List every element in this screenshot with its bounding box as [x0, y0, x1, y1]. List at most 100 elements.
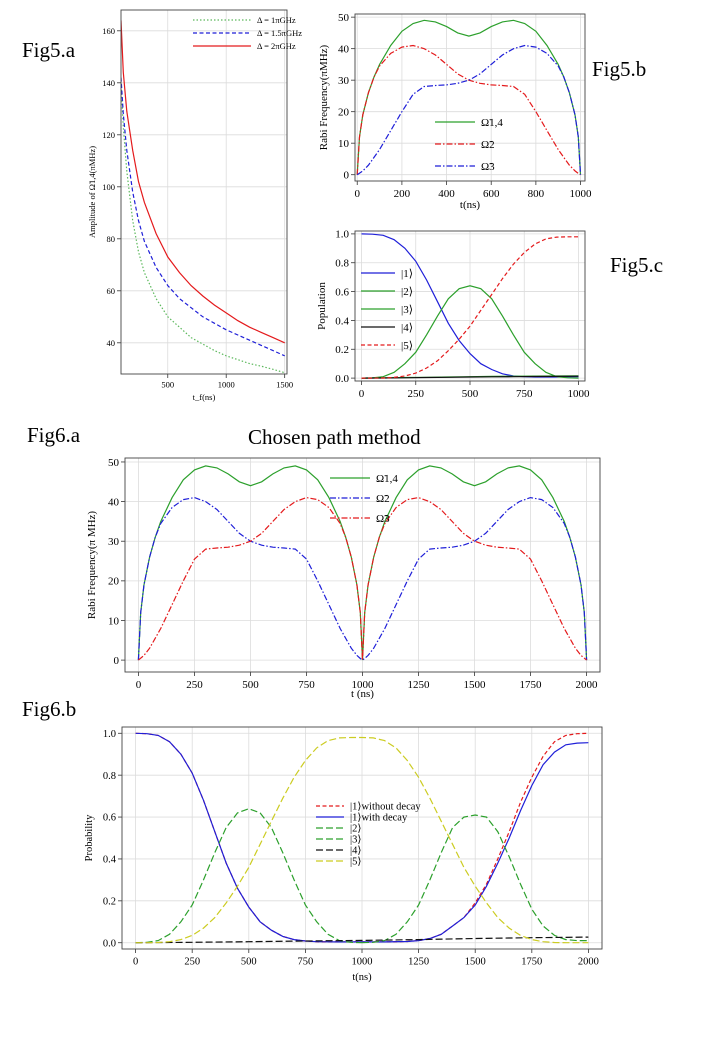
fig6b-x-axis-label: t(ns) [352, 972, 372, 983]
fig5a-x-axis-label: t_f(ns) [193, 392, 216, 402]
fig6b-y-tick-label: 0.0 [103, 938, 116, 949]
fig6b-legend-label-4: |4⟩ [350, 846, 361, 857]
fig5c-plot-frame [354, 230, 586, 382]
fig6a-legend-label-0: Ω̃1,4 [376, 473, 398, 485]
fig6b-y-axis-label: Probability [84, 814, 95, 861]
fig5a-label: Fig5.a [22, 38, 76, 62]
fig6b-series-line-2 [135, 808, 363, 944]
fig5b-y-axis-label: Rabi Frequency(πMHz) [318, 44, 330, 150]
fig6b-series-line-3 [361, 814, 589, 944]
fig6a-y-tick-label: 10 [108, 615, 120, 627]
fig6b-x-tick-label: 500 [241, 957, 257, 968]
fig5b-y-tick-label: 0 [344, 170, 350, 182]
fig5c-legend-label-4: |5⟩ [401, 340, 413, 352]
fig6a-y-axis-label: Rabi Frequency(π MHz) [86, 511, 98, 620]
fig5a-y-tick-label: 60 [107, 286, 116, 296]
fig5b-legend-label-1: Ω̃2 [481, 139, 495, 151]
fig5b-y-tick-label: 30 [338, 75, 350, 87]
fig6a-x-tick-label: 1000 [352, 679, 375, 691]
fig6b-y-tick-label: 0.8 [103, 771, 116, 782]
fig6a-x-tick-label: 1500 [464, 679, 487, 691]
fig5a-x-tick-label: 500 [161, 380, 174, 390]
fig6a-x-tick-label: 1250 [408, 679, 431, 691]
fig6b-y-tick-label: 0.2 [103, 897, 116, 908]
fig6b-legend-label-2: |2⟩ [350, 824, 361, 835]
fig6b-series-line-4 [135, 936, 589, 944]
fig5c-y-tick-label: 0.2 [335, 344, 349, 356]
fig6a-y-tick-label: 0 [114, 655, 120, 667]
fig6b-legend-label-3: |3⟩ [350, 835, 361, 846]
fig6b-x-tick-label: 1750 [521, 957, 542, 968]
fig6b-x-tick-label: 1000 [352, 957, 373, 968]
fig5b-series-line-1 [356, 44, 581, 176]
fig5a-y-tick-label: 120 [102, 130, 115, 140]
fig6a-series-line-0 [137, 465, 588, 661]
fig5b-plot-area [355, 14, 585, 181]
fig5c-label: Fig5.c [610, 253, 664, 277]
fig5a-y-axis-label: Amplitude of Ω̃1,4(πMHz) [87, 146, 97, 238]
fig5a-plot-area [121, 10, 287, 374]
fig5c-x-tick-label: 0 [359, 388, 365, 400]
fig6a-legend-label-2: Ω̃3 [376, 513, 390, 525]
fig6b-y-tick-label: 1.0 [103, 729, 116, 740]
fig5b-x-tick-label: 600 [483, 188, 500, 200]
fig6b-legend-label-5: |5⟩ [350, 857, 361, 868]
fig5b-legend-label-2: Ω̃3 [481, 161, 495, 173]
fig6b-series-line-1 [135, 732, 589, 943]
fig6a-x-tick-label: 1750 [520, 679, 543, 691]
fig5c-x-tick-label: 750 [516, 388, 533, 400]
fig5a-series-line-0 [121, 82, 285, 374]
fig6b-chart: 0 250 500 750 1000 1250 1500 1750 2000 0.0 0.2 0.4 0… [84, 726, 603, 983]
fig5c-y-tick-label: 0.0 [335, 373, 349, 385]
fig6b-label: Fig6.b [22, 697, 77, 721]
fig6a-series-line-2 [138, 496, 587, 661]
fig5b-plot-frame [354, 13, 586, 182]
fig6a-y-tick-label: 30 [108, 536, 120, 548]
fig5a-series-line-2 [121, 20, 285, 344]
fig6a-y-tick-label: 20 [108, 576, 120, 588]
fig6b-y-tick-label: 0.6 [103, 813, 116, 824]
fig6b-series-line-5 [135, 736, 589, 944]
fig5c-legend-label-1: |2⟩ [401, 286, 413, 298]
fig5b-y-tick-label: 20 [338, 107, 350, 119]
fig5c-chart: 0 250 500 750 1000 0.0 0.2 0.4 0.6 0.8 1.0 |1⟩ |2⟩ |3… [316, 229, 590, 400]
fig6a-x-tick-label: 250 [186, 679, 203, 691]
fig5a-series-line-1 [121, 77, 285, 357]
fig5a-y-tick-label: 80 [107, 234, 116, 244]
fig6a-label: Fig6.a [27, 423, 81, 447]
fig5a-x-tick-label: 1500 [276, 380, 293, 390]
fig5a-legend-label-1: Δ = 1.5πGHz [257, 28, 302, 38]
fig5a-y-tick-label: 140 [102, 78, 115, 88]
fig6a-x-axis-label: t (ns) [351, 688, 374, 700]
fig6b-x-tick-label: 750 [298, 957, 314, 968]
fig6b-x-tick-label: 2000 [578, 957, 599, 968]
fig5b-legend-label-0: Ω̃1,4 [481, 117, 503, 129]
fig5a-plot-frame [120, 9, 288, 375]
fig5c-x-tick-label: 1000 [567, 388, 590, 400]
fig5a-legend-label-0: Δ = 1πGHz [257, 15, 296, 25]
fig5b-label: Fig5.b [592, 57, 647, 81]
fig6a-y-tick-label: 50 [108, 457, 120, 469]
fig6b-x-tick-label: 1500 [465, 957, 486, 968]
fig6b-plot-frame [121, 726, 603, 950]
fig5a-y-tick-label: 160 [102, 26, 115, 36]
fig5c-legend-label-3: |4⟩ [401, 322, 413, 334]
fig5c-y-axis-label: Population [316, 282, 328, 330]
fig6b-x-tick-label: 1250 [408, 957, 429, 968]
fig6b-x-tick-label: 0 [133, 957, 138, 968]
fig5c-y-tick-label: 0.8 [335, 258, 349, 270]
fig5c-x-tick-label: 500 [462, 388, 479, 400]
chosen-path-heading: Chosen path method [248, 425, 421, 449]
fig5c-series-line-3 [361, 375, 579, 379]
fig5a-y-tick-label: 100 [102, 182, 115, 192]
fig5c-x-tick-label: 250 [408, 388, 425, 400]
fig5c-y-tick-label: 0.6 [335, 286, 349, 298]
fig6a-x-tick-label: 750 [298, 679, 315, 691]
fig5c-series-line-4 [361, 236, 579, 379]
fig5b-x-tick-label: 200 [394, 188, 411, 200]
fig5b-x-tick-label: 400 [438, 188, 455, 200]
fig6a-legend-label-1: Ω̃2 [376, 493, 390, 505]
fig5a-y-tick-label: 40 [107, 338, 116, 348]
fig6a-chart: 0 250 500 750 1000 1250 1500 1750 2000 0 10 20 30 40 5… [86, 457, 601, 700]
fig6a-x-tick-label: 2000 [576, 679, 599, 691]
